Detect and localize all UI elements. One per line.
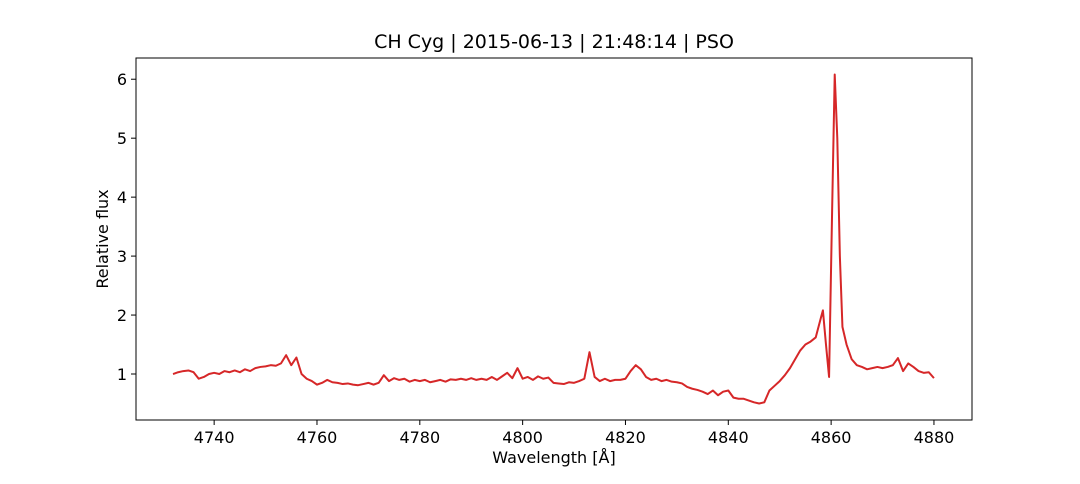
y-tick-label: 6 [117,70,127,89]
x-tick-label: 4800 [502,428,543,447]
x-tick-label: 4740 [194,428,235,447]
y-tick-label: 5 [117,129,127,148]
x-axis-label: Wavelength [Å] [492,448,615,467]
y-axis-label: Relative flux [93,189,112,288]
y-tick-label: 4 [117,188,127,207]
plot-frame [135,57,973,421]
x-tick-label: 4860 [811,428,852,447]
x-tick-label: 4780 [399,428,440,447]
chart-title: CH Cyg | 2015-06-13 | 21:48:14 | PSO [374,31,734,53]
data-line [172,73,935,405]
x-tick-label: 4880 [914,428,955,447]
x-tick-label: 4760 [297,428,338,447]
y-tick-label: 3 [117,247,127,266]
x-tick-label: 4840 [708,428,749,447]
y-tick-label: 2 [117,306,127,325]
x-tick-label: 4820 [605,428,646,447]
y-tick-label: 1 [117,365,127,384]
